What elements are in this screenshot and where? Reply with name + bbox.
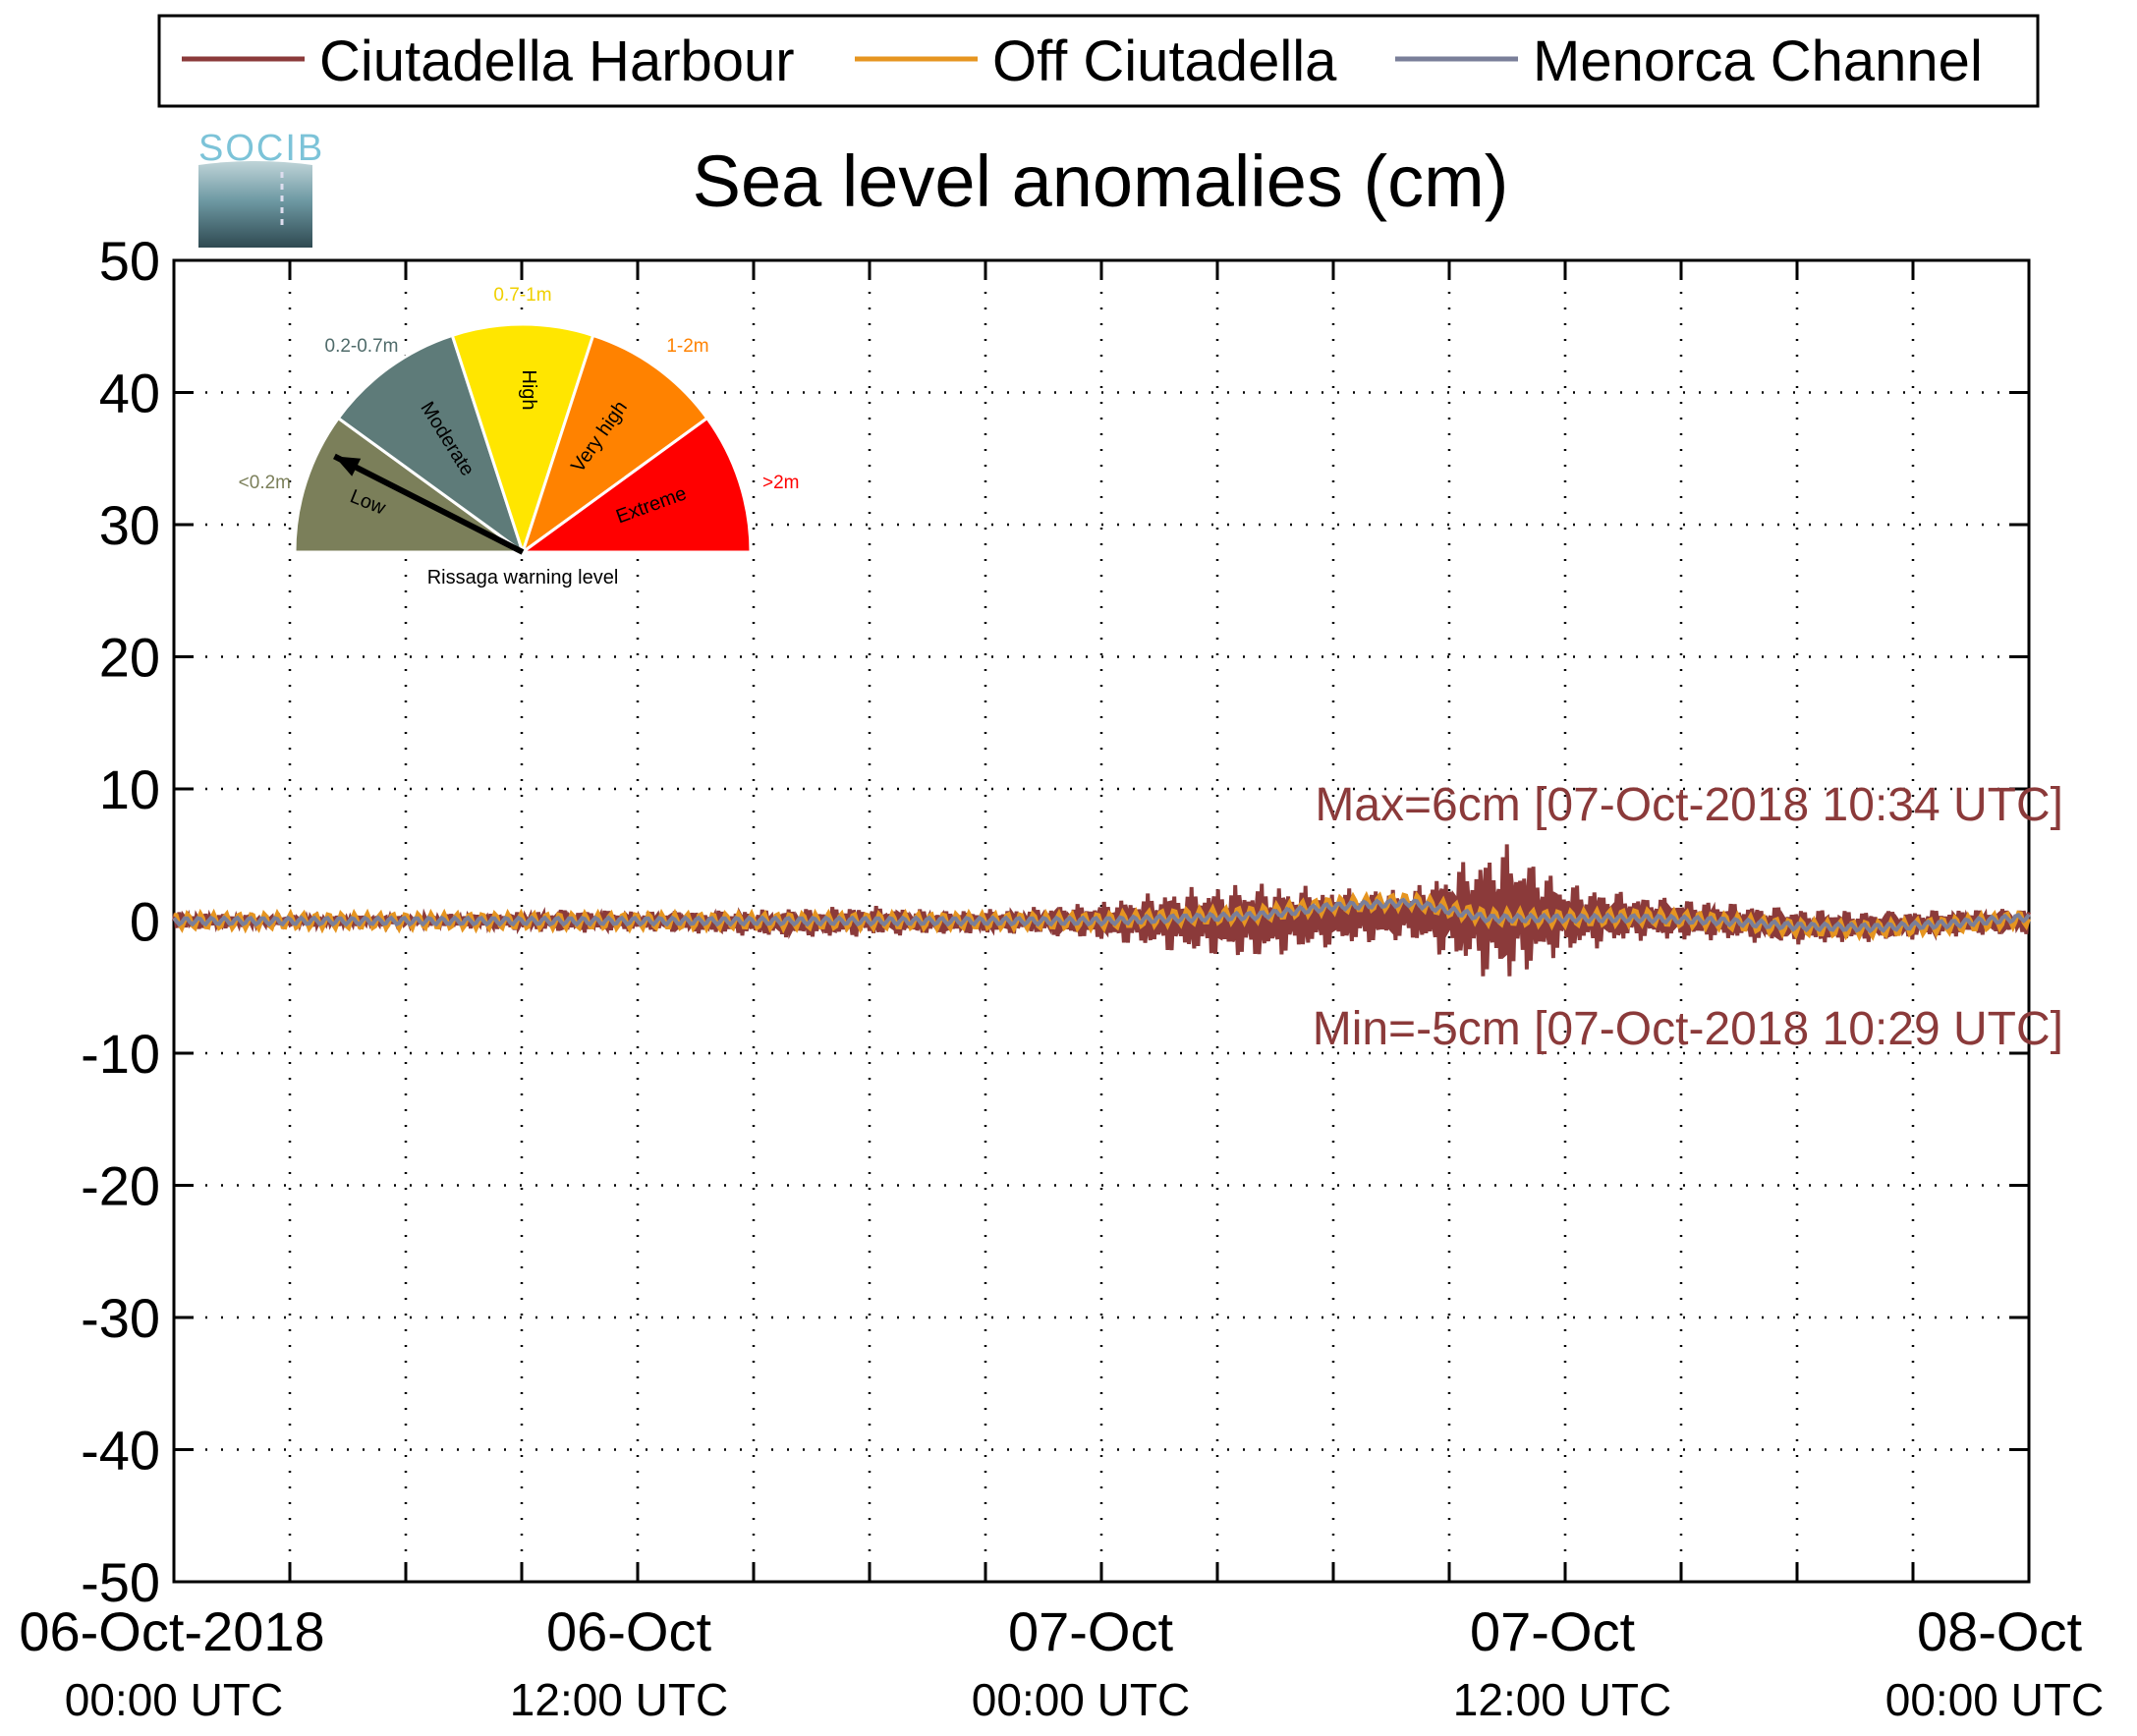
gauge-segment <box>336 333 526 556</box>
min-annotation: Min=-5cm [07-Oct-2018 10:29 UTC] <box>1313 1003 2063 1055</box>
legend-label-ciutadella-harbour: Ciutadella Harbour <box>319 29 795 93</box>
y-tick-label: 20 <box>99 627 160 689</box>
gauge-range-label: 0.7-1m <box>493 285 551 306</box>
x-tick-label: 06-Oct-2018 <box>19 1600 324 1662</box>
gauge-needle <box>333 453 525 555</box>
logo-wave <box>198 161 312 248</box>
y-tick-label: 40 <box>99 363 160 424</box>
x-tick-sublabel: 12:00 UTC <box>510 1674 728 1725</box>
legend-box <box>157 14 2040 108</box>
legend-label-menorca-channel: Menorca Channel <box>1533 29 1983 93</box>
y-tick-label: 10 <box>99 758 160 820</box>
y-tick-label: -50 <box>81 1551 160 1613</box>
gauge-range-label: <0.2m <box>239 473 291 493</box>
x-tick-sublabel: 00:00 UTC <box>1885 1674 2104 1725</box>
x-tick-label: 08-Oct <box>1917 1600 2082 1662</box>
gauge-range-label: 1-2m <box>666 336 708 357</box>
gauge-segment-label: High <box>518 369 539 410</box>
gauge-needle-head <box>334 456 362 476</box>
socib-logo: SOCIB <box>198 128 322 248</box>
x-tick-sublabel: 12:00 UTC <box>1453 1674 1671 1725</box>
legend: Ciutadella Harbour Off Ciutadella Menorc… <box>157 14 2040 108</box>
x-tick-sublabel: 00:00 UTC <box>972 1674 1190 1725</box>
x-axis: 06-Oct-2018 00:00 UTC 06-Oct 12:00 UTC 07-Oc… <box>19 260 2104 1725</box>
legend-label-off-ciutadella: Off Ciutadella <box>992 29 1337 93</box>
series <box>172 844 2031 977</box>
y-tick-label: -30 <box>81 1287 160 1349</box>
gauge-range-label: 0.2-0.7m <box>325 336 399 357</box>
gauge-segment <box>450 322 595 557</box>
y-tick-label: -10 <box>81 1023 160 1085</box>
y-tick-label: -20 <box>81 1155 160 1217</box>
x-tick-label: 07-Oct <box>1470 1600 1635 1662</box>
y-tick-label: 30 <box>99 494 160 556</box>
gauge-range-label: >2m <box>762 473 800 493</box>
gauge-segment <box>520 333 709 556</box>
series-line-menorca-channel <box>172 897 2031 934</box>
gauge-caption: Rissaga warning level <box>427 567 619 588</box>
y-tick-label: 0 <box>130 891 160 953</box>
max-annotation: Max=6cm [07-Oct-2018 10:34 UTC] <box>1315 779 2063 831</box>
x-tick-label: 06-Oct <box>546 1600 711 1662</box>
x-tick-label: 07-Oct <box>1008 1600 1173 1662</box>
gauge-segment <box>293 416 528 554</box>
x-tick-sublabel: 00:00 UTC <box>65 1674 283 1725</box>
y-tick-label: 50 <box>99 230 160 292</box>
chart-title: Sea level anomalies (cm) <box>693 140 1509 222</box>
gauge-segment <box>518 416 753 554</box>
y-axis: 50 40 30 20 10 0 -10 -20 -30 -40 -50 <box>81 230 2029 1613</box>
y-tick-label: -40 <box>81 1420 160 1482</box>
